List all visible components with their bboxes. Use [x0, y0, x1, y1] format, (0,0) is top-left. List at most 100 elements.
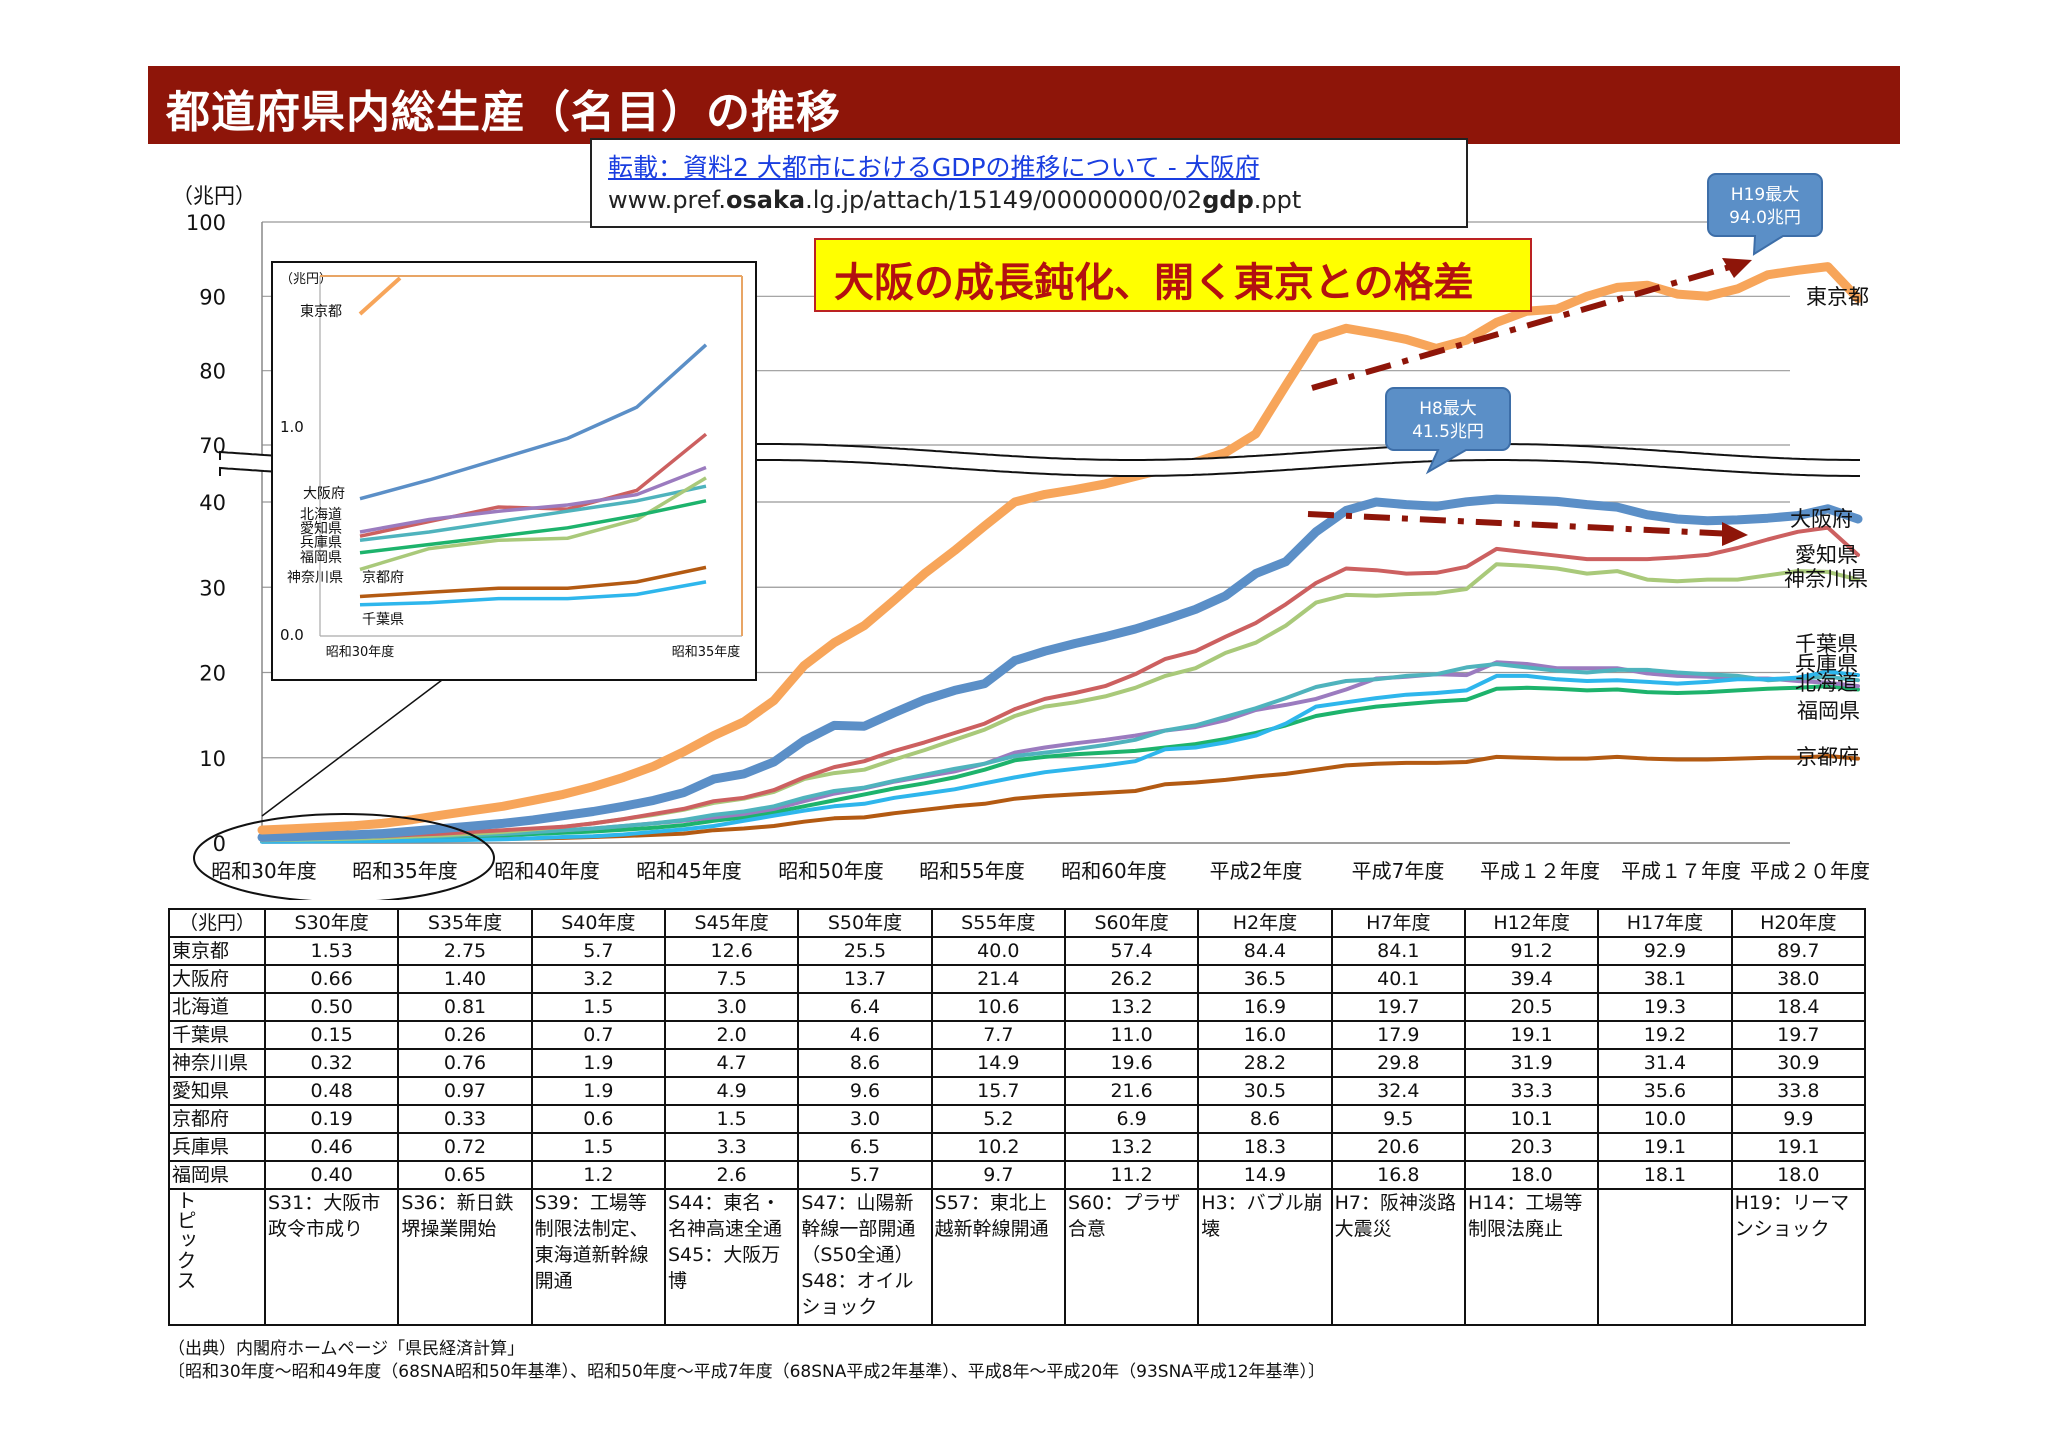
table-header-cell: S50年度 — [797, 908, 933, 938]
topic-cell: S57：東北上越新幹線開通 — [930, 1188, 1066, 1326]
table-cell: 31.4 — [1597, 1048, 1733, 1078]
y-tick-label: 30 — [199, 576, 226, 600]
topic-cell: S60：プラザ合意 — [1063, 1188, 1200, 1326]
table-cell: 32.4 — [1330, 1076, 1466, 1106]
table-cell: 19.7 — [1330, 992, 1466, 1022]
table-cell: 84.4 — [1197, 936, 1333, 966]
x-tick-label: 昭和60年度 — [1061, 859, 1166, 883]
table-row-label: 京都府 — [168, 1104, 266, 1134]
topic-text: H3：バブル崩壊 — [1201, 1192, 1323, 1240]
topic-text: S57：東北上越新幹線開通 — [934, 1192, 1049, 1240]
topic-cell: H3：バブル崩壊 — [1197, 1188, 1333, 1326]
topic-text: H7：阪神淡路大震災 — [1334, 1192, 1457, 1240]
table-cell: 29.8 — [1330, 1048, 1466, 1078]
table-row-label: 愛知県 — [168, 1076, 266, 1106]
tokyo-peak-callout-bubble — [1707, 173, 1823, 256]
topic-text: S45：大阪万博 — [667, 1244, 781, 1292]
table-cell: 11.0 — [1063, 1020, 1200, 1050]
table-row: 千葉県 0.15 0.26 0.7 2.0 4.6 7.7 11.0 16.0 17.9 19.1 1… — [168, 1020, 1867, 1050]
source-box: 転載：資料2 大都市におけるGDPの推移について - 大阪府 www.pref.… — [590, 138, 1468, 228]
inset-series-label: 愛知県 — [300, 520, 342, 537]
table-cell: 7.7 — [930, 1020, 1066, 1050]
table-cell: 12.6 — [663, 936, 800, 966]
table-cell: 0.81 — [397, 992, 533, 1022]
table-cell: 3.3 — [663, 1132, 800, 1162]
inset-y-tick: 0.0 — [280, 626, 304, 644]
table-cell: 0.33 — [397, 1104, 533, 1134]
table-cell: 19.3 — [1597, 992, 1733, 1022]
inset-series-label: 千葉県 — [362, 612, 404, 628]
topic-text: S47：山陽新幹線一部開通（S50全通） — [801, 1192, 916, 1266]
x-tick-label: 昭和50年度 — [778, 859, 883, 883]
url-part: www.pref. — [608, 186, 726, 214]
table-header-cell: H7年度 — [1330, 908, 1466, 938]
series-label-千葉県: 千葉県 — [1795, 632, 1858, 656]
inset-series-兵庫県 — [359, 484, 707, 543]
table-header-cell: S45年度 — [663, 908, 800, 938]
inset-series-label: 神奈川県 — [287, 570, 343, 586]
arrowhead — [1722, 522, 1748, 546]
topic-cell: H14：工場等制限法廃止 — [1463, 1188, 1600, 1326]
table-cell: 20.5 — [1463, 992, 1600, 1022]
table-cell: 0.26 — [397, 1020, 533, 1050]
table-header-cell: S35年度 — [397, 908, 533, 938]
x-tick-label: 平成2年度 — [1210, 859, 1303, 883]
table-row: 大阪府 0.66 1.40 3.2 7.5 13.7 21.4 26.2 36.5 40.1 39.… — [168, 964, 1867, 994]
table-row: 北海道 0.50 0.81 1.5 3.0 6.4 10.6 13.2 16.9 19.7 20.5… — [168, 992, 1867, 1022]
table-cell: 0.6 — [530, 1104, 666, 1134]
trend-arrow-tokyo — [1311, 261, 1741, 391]
table-row-label: 神奈川県 — [168, 1048, 266, 1078]
series-label-北海道: 北海道 — [1795, 671, 1858, 695]
table-cell: 40.1 — [1330, 964, 1466, 994]
y-axis-label: （兆円） — [172, 184, 256, 208]
topic-text: S60：プラザ合意 — [1067, 1192, 1181, 1240]
table-cell: 0.32 — [263, 1048, 400, 1078]
topic-text: S36：新日鉄堺操業開始 — [401, 1192, 514, 1240]
table-header-cell: （兆円） — [168, 908, 266, 938]
series-label-京都府: 京都府 — [1796, 745, 1859, 769]
table-cell: 33.8 — [1730, 1076, 1867, 1106]
table-cell: 0.65 — [397, 1160, 533, 1190]
topic-cell — [1597, 1188, 1733, 1326]
page-title: 都道府県内総生産（名目）の推移 — [166, 87, 841, 138]
table-cell: 31.9 — [1463, 1048, 1600, 1078]
table-cell: 1.5 — [530, 992, 666, 1022]
source-link[interactable]: 転載：資料2 大都市におけるGDPの推移について - 大阪府 — [608, 153, 1260, 182]
url-part-bold: osaka — [725, 186, 806, 214]
table-cell: 0.66 — [263, 964, 400, 994]
topic-text: S44：東名・名神高速全通 — [667, 1192, 782, 1240]
table-cell: 9.5 — [1330, 1104, 1466, 1134]
table-cell: 0.50 — [263, 992, 400, 1022]
series-label-神奈川県: 神奈川県 — [1784, 567, 1868, 591]
table-cell: 2.6 — [663, 1160, 800, 1190]
x-tick-label: 平成２０年度 — [1750, 859, 1870, 883]
series-line-兵庫県 — [260, 662, 1860, 842]
table-row-label: 大阪府 — [168, 964, 266, 994]
topic-cell: S39：工場等制限法制定、東海道新幹線開通 — [530, 1188, 666, 1326]
table-cell: 9.6 — [797, 1076, 933, 1106]
inset-series-福岡県 — [359, 499, 707, 555]
x-tick-label: 昭和45年度 — [636, 859, 741, 883]
table-cell: 84.1 — [1330, 936, 1466, 966]
table-cell: 25.5 — [797, 936, 933, 966]
table-cell: 1.2 — [530, 1160, 666, 1190]
table-cell: 5.7 — [530, 936, 666, 966]
table-row: 兵庫県 0.46 0.72 1.5 3.3 6.5 10.2 13.2 18.3 20.6 20.3… — [168, 1132, 1867, 1162]
inset-frame — [271, 261, 757, 681]
table-header-cell: S40年度 — [530, 908, 666, 938]
table-cell: 10.0 — [1597, 1104, 1733, 1134]
table-cell: 20.3 — [1463, 1132, 1600, 1162]
inset-series-label: 京都府 — [362, 570, 404, 586]
table-cell: 7.5 — [663, 964, 800, 994]
table-cell: 8.6 — [797, 1048, 933, 1078]
topic-cell: S44：東名・名神高速全通 S45：大阪万博 — [663, 1188, 800, 1326]
table-cell: 30.5 — [1197, 1076, 1333, 1106]
table-cell: 19.1 — [1730, 1132, 1867, 1162]
x-tick-label: 昭和35年度 — [352, 859, 457, 883]
table-cell: 1.5 — [663, 1104, 800, 1134]
headline-box: 大阪の成長鈍化、開く東京との格差 — [814, 238, 1532, 312]
y-tick-label: 40 — [199, 491, 226, 515]
series-label-福岡県: 福岡県 — [1797, 699, 1860, 723]
x-tick-label: 昭和40年度 — [494, 859, 599, 883]
table-row: 東京都 1.53 2.75 5.7 12.6 25.5 40.0 57.4 84.4 84.1 91… — [168, 936, 1867, 966]
